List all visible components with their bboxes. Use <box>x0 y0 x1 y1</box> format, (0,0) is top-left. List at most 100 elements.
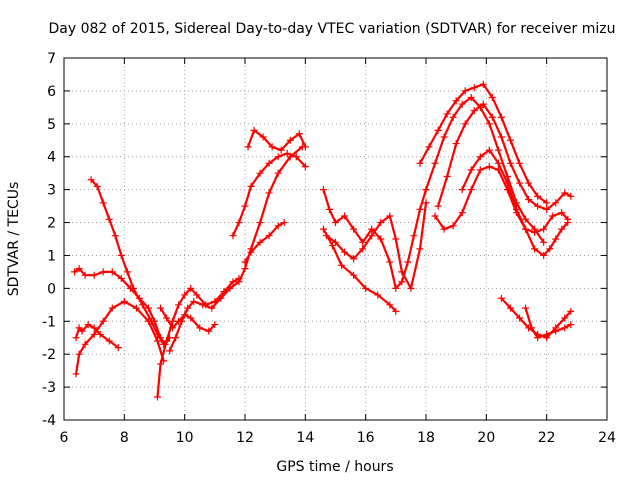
data-point <box>250 126 258 134</box>
y-tick-label: 2 <box>47 216 56 232</box>
data-point <box>169 317 177 325</box>
data-point <box>404 258 412 266</box>
data-point <box>247 248 255 256</box>
data-point <box>552 327 560 335</box>
data-point <box>72 370 80 378</box>
data-point <box>157 360 165 368</box>
data-point <box>332 219 339 227</box>
data-point <box>479 100 487 108</box>
data-point <box>440 133 448 141</box>
data-point <box>301 143 309 151</box>
data-point <box>410 232 418 240</box>
data-point <box>117 251 125 259</box>
data-point <box>416 205 424 213</box>
data-point <box>338 261 346 269</box>
data-point <box>458 100 466 108</box>
y-tick-label: 6 <box>47 84 56 100</box>
series-line <box>434 165 569 234</box>
series-line <box>322 228 397 313</box>
data-point <box>211 321 219 329</box>
data-point <box>217 294 225 302</box>
data-point <box>108 304 116 312</box>
data-point <box>341 212 349 220</box>
data-point <box>525 196 533 204</box>
data-point <box>443 172 451 180</box>
y-tick-label: -2 <box>42 347 56 363</box>
data-point <box>522 215 530 223</box>
data-point <box>256 169 264 177</box>
plot-series <box>71 80 575 401</box>
data-point <box>546 245 554 253</box>
data-point <box>187 314 195 322</box>
data-point <box>422 199 430 207</box>
x-tick-label: 8 <box>120 430 129 446</box>
data-point <box>434 126 442 134</box>
data-point <box>377 235 385 243</box>
data-point <box>90 271 98 279</box>
y-tick-label: 4 <box>47 150 56 166</box>
data-point <box>543 330 551 338</box>
grid <box>64 58 607 420</box>
data-point <box>87 176 95 184</box>
data-point <box>488 93 496 101</box>
data-point <box>157 334 165 342</box>
data-point <box>422 186 430 194</box>
data-point <box>458 209 466 217</box>
x-tick-label: 14 <box>296 430 314 446</box>
data-point <box>328 242 336 250</box>
series-track-9 <box>244 126 309 154</box>
data-point <box>386 258 394 266</box>
data-point <box>374 291 382 299</box>
data-point <box>449 113 457 121</box>
data-point <box>485 120 493 128</box>
data-point <box>181 291 189 299</box>
y-tick-label: 1 <box>47 248 56 264</box>
data-point <box>416 159 424 167</box>
y-tick-label: 3 <box>47 183 56 199</box>
data-point <box>81 271 89 279</box>
x-tick-label: 24 <box>598 430 616 446</box>
data-point <box>208 304 216 312</box>
series-track-17 <box>431 163 572 236</box>
data-point <box>280 219 288 227</box>
data-point <box>175 301 183 309</box>
data-point <box>226 284 234 292</box>
data-point <box>244 143 252 151</box>
series-line <box>424 96 545 244</box>
data-point <box>72 334 80 342</box>
data-point <box>558 225 566 233</box>
x-tick-label: 18 <box>417 430 435 446</box>
data-point <box>105 337 113 345</box>
series-track-18 <box>458 146 572 259</box>
x-axis-label: GPS time / hours <box>276 459 393 475</box>
data-point <box>84 321 92 329</box>
data-point <box>114 344 122 352</box>
data-point <box>247 182 255 190</box>
data-point <box>359 245 367 253</box>
data-point <box>229 232 237 240</box>
data-point <box>81 340 89 348</box>
data-point <box>386 301 394 309</box>
data-point <box>540 238 548 246</box>
y-tick-label: 7 <box>47 51 56 67</box>
data-point <box>157 304 165 312</box>
data-point <box>386 212 394 220</box>
data-point <box>392 235 400 243</box>
plot-frame <box>63 57 608 421</box>
data-point <box>540 225 548 233</box>
data-point <box>392 284 400 292</box>
y-tick-label: 0 <box>47 281 56 297</box>
data-point <box>184 304 192 312</box>
data-point <box>567 192 575 200</box>
series-track-3 <box>72 321 122 352</box>
data-point <box>190 298 198 306</box>
x-tick-label: 22 <box>538 430 556 446</box>
data-point <box>283 149 291 157</box>
data-point <box>440 225 448 233</box>
data-point <box>154 393 162 401</box>
x-tick-label: 6 <box>60 430 69 446</box>
data-point <box>256 219 264 227</box>
data-point <box>531 245 539 253</box>
data-point <box>506 304 514 312</box>
data-point <box>368 225 376 233</box>
